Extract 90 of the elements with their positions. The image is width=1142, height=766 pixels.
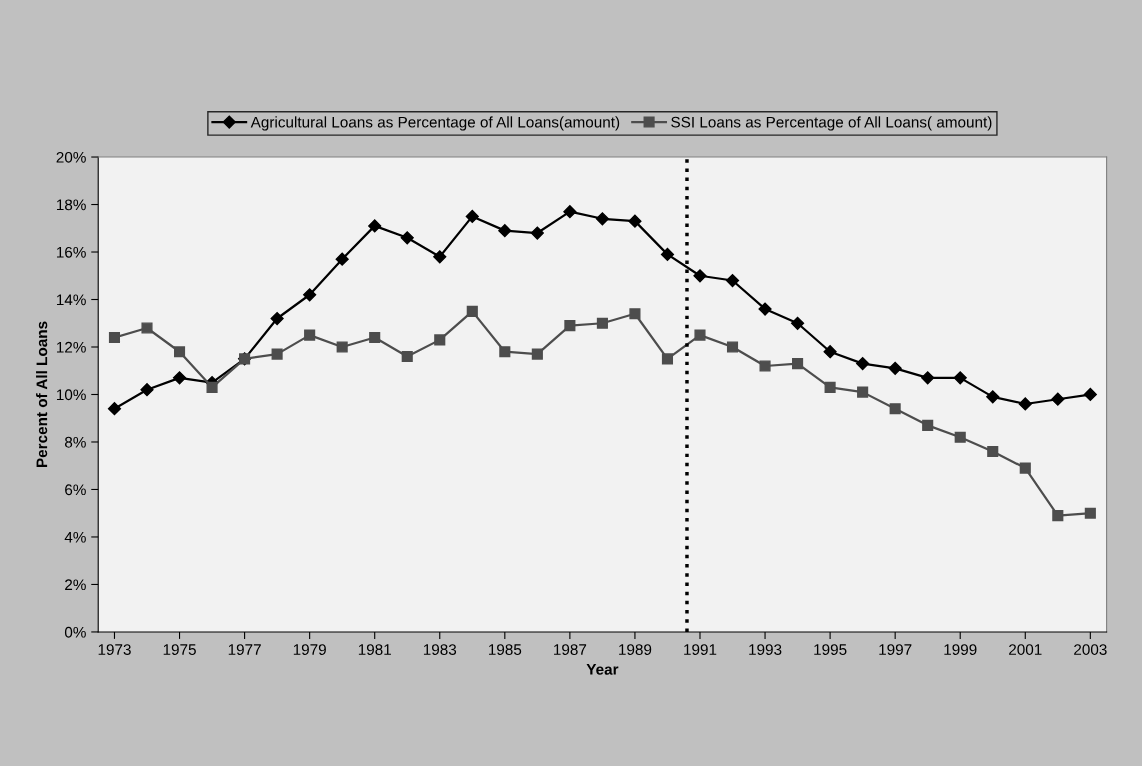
point [953, 371, 967, 385]
point [1019, 462, 1031, 474]
point [498, 224, 512, 238]
x-axis-title: Year [586, 664, 619, 675]
point [400, 231, 414, 245]
point [531, 348, 543, 360]
point [693, 269, 707, 283]
x-tick-label: 1987 [554, 644, 587, 655]
point [596, 317, 608, 329]
point [922, 419, 934, 431]
point [401, 350, 413, 363]
point [792, 358, 804, 370]
point [987, 445, 999, 458]
point [335, 252, 349, 266]
point [856, 357, 870, 371]
point [857, 386, 869, 398]
y-tick-label: 6% [65, 484, 86, 496]
point [465, 209, 479, 223]
x-tick-label: 1981 [358, 644, 391, 655]
point [694, 329, 706, 341]
x-tick-label: 1995 [814, 644, 847, 655]
point [172, 371, 187, 385]
point [368, 219, 382, 233]
point [270, 311, 284, 326]
point [1083, 387, 1097, 402]
x-tick-label: 1993 [749, 644, 782, 655]
point [758, 302, 772, 316]
point [628, 214, 642, 228]
point [304, 329, 316, 341]
point [986, 390, 1000, 404]
point [1052, 510, 1064, 522]
point [726, 341, 739, 353]
y-tick-label: 4% [64, 531, 86, 543]
y-tick-label: 18% [56, 199, 86, 211]
point [336, 341, 348, 353]
x-tick-label: 1997 [879, 644, 912, 655]
point [888, 361, 902, 375]
y-tick-label: 16% [56, 246, 86, 258]
point [661, 353, 674, 365]
legend-label: Agricultural Loans as Percentage of All Loans(amount) [250, 116, 620, 131]
point [271, 348, 283, 360]
y-tick-label: 20% [56, 151, 86, 163]
point [141, 322, 153, 334]
x-tick-label: 1973 [98, 644, 131, 655]
x-tick-label: 1999 [944, 644, 977, 655]
point [1084, 507, 1096, 519]
point [1051, 392, 1065, 406]
point [790, 316, 805, 330]
point [434, 334, 446, 346]
y-tick-label: 14% [56, 294, 86, 306]
point [466, 305, 478, 317]
x-tick-label: 1991 [684, 644, 717, 655]
x-tick-label: 1979 [293, 644, 326, 655]
point [530, 226, 544, 240]
point [107, 402, 122, 416]
point [660, 247, 675, 261]
y-axis-title: Percent of All Loans [36, 321, 48, 468]
x-tick-label: 2001 [1009, 644, 1042, 655]
point [725, 273, 740, 288]
point [433, 250, 447, 264]
point [889, 403, 901, 415]
y-tick-label: 0% [64, 626, 86, 638]
y-tick-label: 2% [65, 579, 86, 591]
y-tick-label: 8% [64, 436, 86, 448]
x-tick-label: 1989 [619, 644, 652, 655]
legend-label: SSI Loans as Percentage of All Loans( amount) [671, 116, 992, 131]
point [563, 205, 577, 219]
x-tick-label: 2003 [1074, 644, 1107, 655]
point [369, 331, 381, 344]
point [303, 288, 317, 302]
point [173, 346, 186, 358]
point [206, 381, 218, 393]
point [954, 431, 966, 443]
point [108, 331, 121, 344]
point [629, 308, 641, 320]
x-tick-label: 1975 [163, 644, 196, 655]
point [564, 320, 576, 332]
point [759, 360, 771, 372]
y-tick-label: 10% [56, 389, 86, 401]
x-tick-label: 1983 [423, 644, 457, 655]
x-tick-label: 1985 [488, 644, 522, 655]
y-tick-label: 12% [56, 341, 86, 353]
point [823, 345, 837, 359]
point [824, 381, 836, 393]
point [140, 383, 154, 397]
point [499, 346, 511, 358]
point [1018, 397, 1032, 411]
x-tick-label: 1977 [228, 644, 261, 655]
point [595, 212, 609, 226]
point [921, 371, 935, 385]
